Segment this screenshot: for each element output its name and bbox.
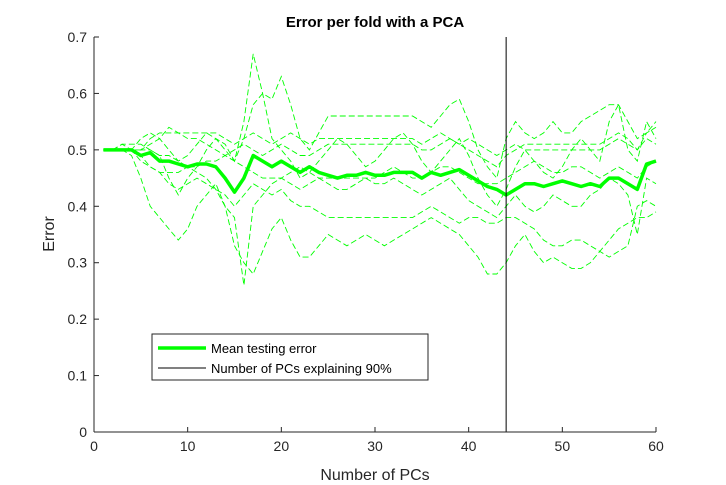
legend-box	[151, 333, 429, 381]
fold-line-2	[103, 149, 657, 275]
y-tick-label: 0.5	[68, 142, 88, 158]
x-tick-label: 60	[648, 438, 664, 454]
x-tick-label: 40	[461, 438, 477, 454]
x-tick-label: 30	[367, 438, 383, 454]
y-tick-label: 0	[79, 424, 87, 440]
legend-mean-label: Mean testing error	[211, 341, 317, 356]
legend-vline-label: Number of PCs explaining 90%	[211, 361, 392, 376]
x-tick-label: 10	[180, 438, 196, 454]
axes-group	[93, 36, 657, 433]
fold-line-6	[103, 149, 657, 252]
mean-series-group	[103, 148, 657, 197]
y-tick-label: 0.6	[68, 85, 88, 101]
y-tick-label: 0.2	[68, 311, 88, 327]
fold-series-group	[103, 53, 657, 286]
legend: Mean testing error Number of PCs explain…	[151, 333, 429, 381]
fold-line-3	[103, 75, 657, 180]
y-axis-label: Error	[41, 216, 58, 252]
mean-testing-error-line	[103, 148, 657, 197]
fold-line-1	[103, 53, 657, 208]
fold-line-8	[103, 126, 657, 157]
x-axis-label: Number of PCs	[320, 467, 429, 484]
y-tick-label: 0.4	[68, 198, 88, 214]
fold-line-4	[103, 149, 657, 286]
x-tick-label: 0	[90, 438, 98, 454]
chart-title: Error per fold with a PCA	[286, 14, 465, 31]
x-tick-label: 20	[274, 438, 290, 454]
y-tick-label: 0.7	[68, 29, 88, 45]
y-tick-label: 0.1	[68, 368, 88, 384]
y-tick-label: 0.3	[68, 255, 88, 271]
fold-line-5	[103, 126, 657, 168]
y-tick-labels: 0 0.1 0.2 0.3 0.4 0.5 0.6 0.7	[68, 29, 88, 440]
x-tick-label: 50	[555, 438, 571, 454]
x-tick-labels: 0 10 20 30 40 50 60	[90, 438, 664, 454]
